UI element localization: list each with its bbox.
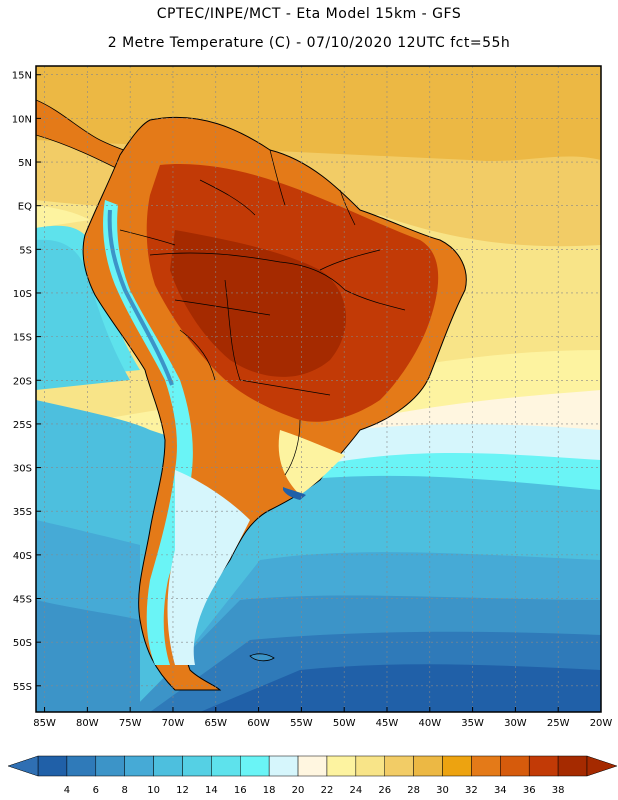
lat-tick-label: EQ: [18, 202, 32, 213]
ocean-band-6: [200, 664, 601, 712]
lat-tick-label: 20S: [13, 376, 32, 387]
legend-label: 30: [436, 785, 449, 796]
lat-tick-label: 50S: [13, 638, 32, 649]
map-subtitle: 2 Metre Temperature (C) - 07/10/2020 12U…: [107, 35, 511, 51]
legend-label: 8: [121, 785, 127, 796]
lon-tick-label: 45W: [376, 718, 399, 729]
lat-tick-label: 15S: [13, 333, 32, 344]
uruguay-mild: [278, 430, 345, 495]
legend-swatch: [268, 755, 299, 777]
pacific-band-10: [36, 600, 140, 712]
legend-label: 32: [465, 785, 478, 796]
legend-high-arrow: [586, 755, 618, 777]
legend-swatch: [413, 755, 443, 777]
legend-label: 22: [321, 785, 334, 796]
lon-tick-label: 40W: [418, 718, 441, 729]
lon-tick-label: 25W: [547, 718, 570, 729]
lat-tick-label: 45S: [13, 595, 32, 606]
lat-tick-label: 5N: [18, 158, 32, 169]
color-legend: 4 6 8 10 12 14 16 18 20 22 24 26 28 30 32 34 36 38: [7, 755, 618, 796]
lon-tick-label: 20W: [590, 718, 613, 729]
ocean-band-24-west: [36, 205, 90, 228]
legend-swatch: [182, 755, 212, 777]
patagonia-cool: [167, 470, 250, 665]
legend-label: 34: [494, 785, 507, 796]
graticule: [36, 66, 602, 712]
lon-tick-label: 65W: [204, 718, 227, 729]
legend-label: 10: [147, 785, 160, 796]
lat-tick-label: 40S: [13, 551, 32, 562]
lon-tick-label: 70W: [162, 718, 185, 729]
rio-de-la-plata: [283, 487, 306, 500]
central-brazil-hottest: [170, 230, 347, 377]
lon-tick-label: 30W: [504, 718, 527, 729]
lon-tick-label: 35W: [461, 718, 484, 729]
pacific-band-16: [36, 239, 130, 390]
legend-swatch: [384, 755, 414, 777]
legend-swatch: [211, 755, 241, 777]
legend-swatch: [66, 755, 97, 777]
legend-low-arrow: [7, 755, 39, 777]
lon-tick-label: 80W: [76, 718, 99, 729]
legend-label: 24: [349, 785, 362, 796]
falkland-islands: [249, 653, 275, 662]
lon-tick-label: 55W: [290, 718, 313, 729]
map-title: CPTEC/INPE/MCT - Eta Model 15km - GFS: [156, 6, 462, 22]
legend-swatch: [557, 755, 588, 777]
latitude-axis: 15N 10N 5N EQ 5S 10S 15S 20S 25S 30S 35S 40S 45S 50S 5…: [12, 71, 41, 693]
legend-swatch: [500, 755, 530, 777]
lat-tick-label: 10S: [13, 289, 32, 300]
legend-label: 12: [176, 785, 189, 796]
lat-tick-label: 35S: [13, 507, 32, 518]
legend-swatch: [528, 755, 559, 777]
andes-peaks: [107, 209, 174, 386]
legend-swatch: [442, 755, 472, 777]
legend-swatch: [297, 755, 328, 777]
lon-tick-label: 60W: [247, 718, 270, 729]
legend-swatch: [471, 755, 501, 777]
lat-tick-label: 30S: [13, 464, 32, 475]
lat-tick-label: 55S: [13, 682, 32, 693]
legend-swatch: [326, 755, 357, 777]
legend-swatch: [37, 755, 68, 777]
lat-tick-label: 15N: [12, 71, 32, 82]
lon-tick-label: 50W: [333, 718, 356, 729]
legend-label: 16: [234, 785, 247, 796]
legend-label: 38: [552, 785, 565, 796]
legend-swatch: [240, 755, 270, 777]
legend-swatch: [124, 755, 154, 777]
lon-tick-label: 85W: [33, 718, 56, 729]
legend-label: 28: [407, 785, 420, 796]
legend-label: 18: [263, 785, 276, 796]
legend-label: 4: [64, 785, 70, 796]
lat-tick-label: 10N: [12, 114, 32, 125]
longitude-axis: 85W 80W 75W 70W 65W 60W 55W 50W 45W 40W 35W 30W 25W 2…: [33, 707, 612, 729]
legend-swatch: [95, 755, 125, 777]
legend-label: 36: [523, 785, 536, 796]
country-borders: [119, 149, 406, 476]
legend-swatch: [153, 755, 183, 777]
legend-label: 14: [205, 785, 218, 796]
legend-label: 26: [378, 785, 391, 796]
legend-swatch: [355, 755, 385, 777]
andes-cold-band: [103, 200, 193, 665]
legend-label: 20: [292, 785, 305, 796]
lon-tick-label: 75W: [119, 718, 142, 729]
lat-tick-label: 25S: [13, 420, 32, 431]
map-frame: [35, 65, 602, 713]
legend-label: 6: [93, 785, 99, 796]
lat-tick-label: 5S: [19, 245, 32, 256]
